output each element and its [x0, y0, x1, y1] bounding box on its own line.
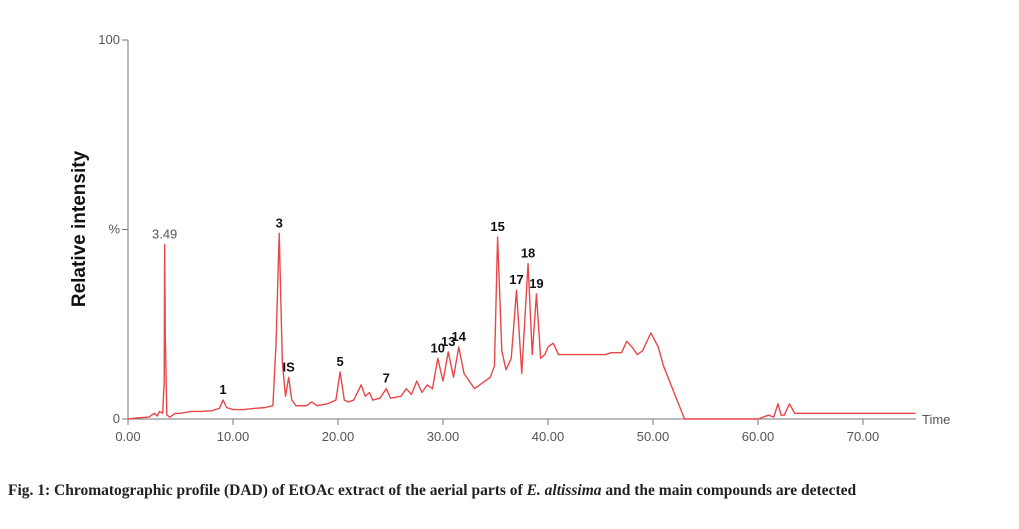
peak-label: 13	[441, 334, 455, 349]
peak-label: 3.49	[152, 227, 177, 242]
x-tick-label: 20.00	[322, 429, 355, 444]
peak-label: 14	[452, 329, 467, 344]
x-tick-label: 40.00	[532, 429, 565, 444]
peak-label: IS	[283, 359, 296, 374]
x-axis-label: Time	[922, 412, 950, 427]
y-axis-label: Relative intensity	[69, 150, 90, 307]
x-tick-label: 0.00	[115, 429, 140, 444]
peak-label: 3	[276, 215, 283, 230]
y-tick-label: 100	[98, 32, 120, 47]
caption-species: E. altissima	[526, 482, 602, 499]
peak-label: 15	[490, 219, 504, 234]
caption: Fig. 1: Chromatographic profile (DAD) of…	[8, 481, 1013, 501]
y-tick-label: 0	[113, 411, 120, 426]
x-tick-label: 70.00	[847, 429, 880, 444]
x-tick-label: 60.00	[742, 429, 775, 444]
x-tick-label: 10.00	[217, 429, 250, 444]
x-tick-label: 50.00	[637, 429, 670, 444]
x-tick-label: 30.00	[427, 429, 460, 444]
peak-label: 5	[336, 354, 343, 369]
peak-label: 19	[529, 276, 543, 291]
peak-label: 7	[383, 371, 390, 386]
caption-text: and the main compounds are detected	[601, 482, 857, 499]
caption-text: Fig. 1: Chromatographic profile (DAD) of…	[8, 482, 527, 499]
chart: Relative intensity Time 0% 100 0.00 10.00 20…	[69, 32, 950, 444]
peak-label: 1	[219, 382, 226, 397]
trace	[127, 232, 916, 420]
peak-label: 18	[521, 246, 535, 261]
peak-label: 17	[509, 272, 523, 287]
y-tick-label: %	[108, 222, 120, 237]
peak-label: 10	[431, 340, 445, 355]
